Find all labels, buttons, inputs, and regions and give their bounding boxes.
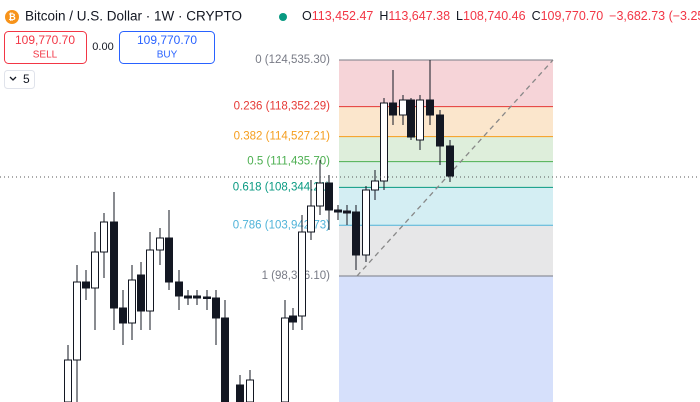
- ohlc-value: 113,452.47: [312, 9, 374, 23]
- candles: [64, 60, 454, 402]
- fib-label: 0.5 (111,435.70): [247, 156, 330, 168]
- candle-body: [334, 209, 342, 213]
- sell-price[interactable]: 109,770.70: [15, 33, 75, 47]
- candle-body: [407, 99, 415, 138]
- candle-body: [175, 281, 183, 297]
- candle-body: [221, 317, 229, 402]
- chevron[interactable]: [9, 76, 17, 81]
- candle-body: [289, 315, 297, 323]
- candle-body: [100, 221, 108, 253]
- candle-body: [371, 180, 379, 191]
- candle-body: [316, 182, 324, 207]
- fib-label: 1 (98,336.10): [262, 270, 331, 282]
- market-status: [279, 13, 287, 21]
- candle-body: [110, 221, 118, 309]
- candle-body: [436, 114, 444, 147]
- candle-body: [298, 231, 306, 317]
- buy-price[interactable]: 109,770.70: [137, 33, 197, 47]
- symbol-title: Bitcoin / U.S. Dollar · 1W · CRYPTO: [25, 9, 242, 24]
- sell-button[interactable]: 109,770.70 SELL: [4, 31, 87, 64]
- indicators-toggle[interactable]: 5: [4, 70, 35, 89]
- change: −3,682.73 (−3.25%: [609, 9, 700, 23]
- spread: 0.00: [92, 41, 113, 53]
- fib-trend: [356, 59, 554, 277]
- ohlc-label: C: [532, 9, 541, 23]
- fib-label: 0.382 (114,527.21): [234, 131, 331, 143]
- candle-body: [184, 295, 192, 299]
- bitcoin-icon: [5, 10, 19, 24]
- candle-body: [64, 359, 72, 402]
- ohlc-label: L: [456, 9, 463, 23]
- buy-box[interactable]: [119, 31, 215, 64]
- ohlc: O113,452.47 H113,647.38 L108,740.46 C109,77…: [302, 9, 700, 23]
- fib-label: 0.618 (108,344.21): [233, 181, 330, 193]
- candle-body: [389, 102, 397, 116]
- fib-label: 0 (124,535.30): [255, 54, 330, 66]
- sell-label[interactable]: SELL: [33, 50, 58, 61]
- candle-body: [236, 384, 244, 402]
- candle-body: [281, 317, 289, 402]
- indicator-count[interactable]: 5: [23, 72, 30, 86]
- candle-body: [307, 205, 315, 233]
- candle-body: [146, 249, 154, 312]
- candle-body: [156, 237, 164, 251]
- fib-retracement: 0 (124,535.30) 0.236 (118,352.29) 0.382 (1…: [233, 54, 554, 402]
- candle-body: [343, 210, 351, 214]
- buy-button[interactable]: 109,770.70 BUY: [119, 31, 215, 64]
- candle-body: [325, 182, 333, 211]
- candle-body: [119, 307, 127, 324]
- candle-body: [137, 274, 145, 312]
- ohlc-value: 109,770.70: [541, 9, 604, 23]
- candle-body: [203, 296, 211, 299]
- candle-body: [399, 99, 407, 116]
- ohlc-value: 108,740.46: [463, 9, 526, 23]
- fib-band: [339, 276, 553, 402]
- fib-band: [339, 225, 553, 276]
- bitcoin-icon-glyph: ₿: [8, 12, 15, 22]
- candle-body: [416, 99, 424, 141]
- fib-band: [339, 187, 553, 226]
- fib-label: 0.786 (103,942.73): [233, 219, 330, 231]
- candle-body: [352, 211, 360, 256]
- ohlc-label: O: [302, 9, 312, 23]
- fib-label: 0.236 (118,352.29): [234, 101, 331, 113]
- candle-body: [165, 237, 173, 283]
- candle-body: [380, 102, 388, 182]
- candle-body: [82, 281, 90, 289]
- buy-label[interactable]: BUY: [157, 50, 178, 61]
- fib-band: [339, 60, 553, 107]
- candle-body: [193, 295, 201, 299]
- ohlc-value: 113,647.38: [388, 9, 450, 23]
- candle-body: [362, 189, 370, 256]
- candle-body: [91, 251, 99, 289]
- candle-body: [246, 379, 254, 402]
- candle-body: [426, 99, 434, 116]
- candle-body: [212, 297, 220, 319]
- toggle-box[interactable]: [4, 70, 35, 89]
- candle-body: [446, 145, 454, 177]
- sell-box[interactable]: [4, 31, 87, 64]
- ohlc-label: H: [379, 9, 388, 23]
- candle-body: [128, 279, 136, 324]
- fib-band: [339, 106, 553, 137]
- candle-body: [73, 281, 81, 361]
